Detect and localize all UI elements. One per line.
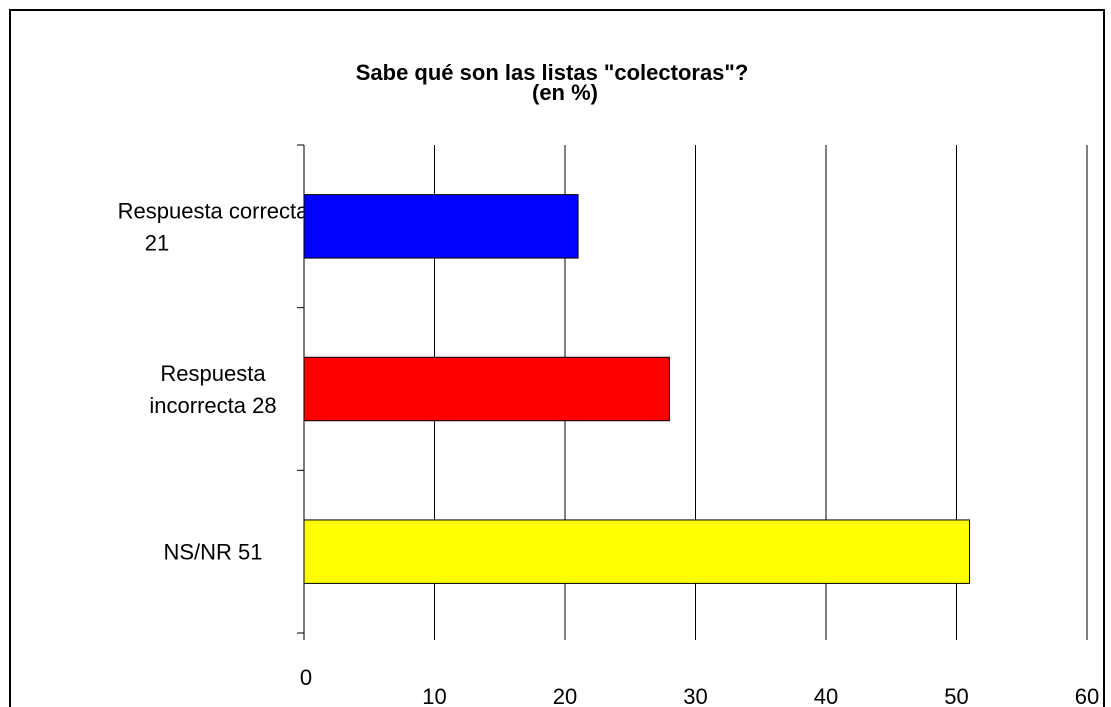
x-tick-label: 20 xyxy=(553,684,577,707)
y-tick-label: Respuesta xyxy=(160,361,266,386)
y-tick-label: 21 xyxy=(145,230,169,255)
y-tick-label: NS/NR 51 xyxy=(163,540,262,565)
y-tick-label: Respuesta correcta xyxy=(118,198,310,223)
x-tick-label: 0 xyxy=(300,665,312,690)
frame xyxy=(9,9,1105,707)
x-tick-label: 60 xyxy=(1075,684,1099,707)
bar xyxy=(303,194,579,259)
x-tick-label: 10 xyxy=(422,684,446,707)
x-tick-label: 30 xyxy=(683,684,707,707)
x-tick-label: 50 xyxy=(944,684,968,707)
bar xyxy=(303,356,670,422)
chart-title: Sabe qué son las listas "colectoras"? xyxy=(356,60,749,85)
y-tick-label: incorrecta 28 xyxy=(149,393,276,418)
chart-subtitle: (en %) xyxy=(532,80,598,105)
bar xyxy=(303,519,971,584)
x-tick-label: 40 xyxy=(814,684,838,707)
